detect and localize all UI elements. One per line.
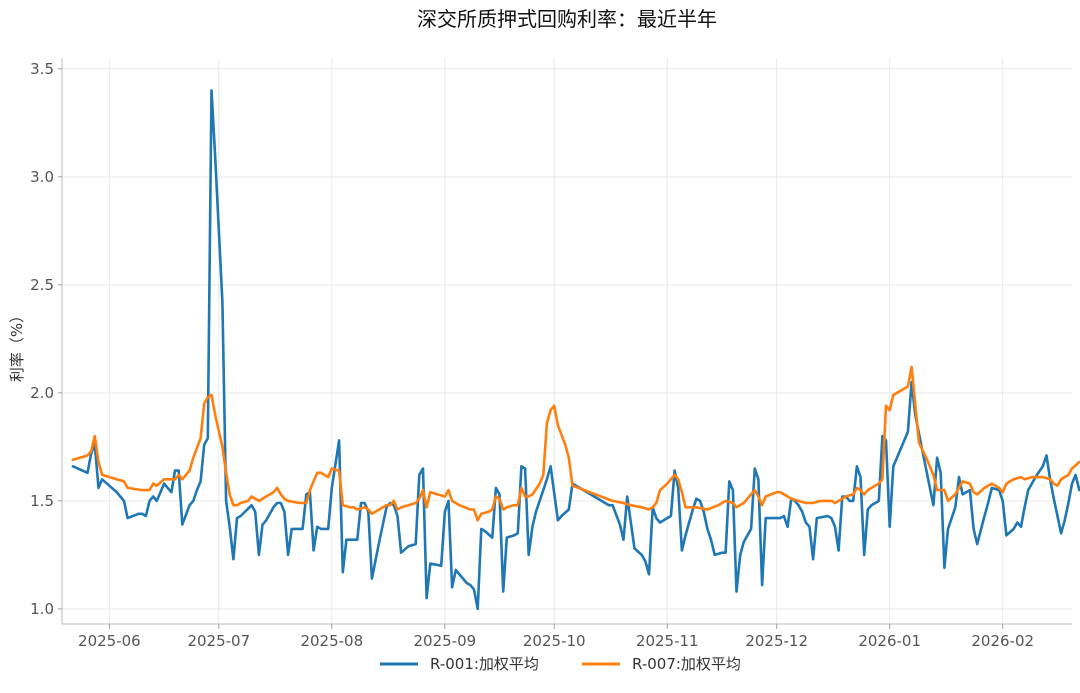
legend-label: R-001:加权平均 [430, 655, 539, 673]
x-tick-label: 2025-10 [523, 632, 586, 650]
x-tick-label: 2026-02 [971, 632, 1034, 650]
y-tick-label: 1.5 [30, 492, 54, 510]
x-ticks: 2025-06 2025-07 2025-08 2025-09 2025-10 2025-… [78, 624, 1034, 650]
series-line-r007 [71, 365, 1080, 522]
x-tick-label: 2026-01 [858, 632, 921, 650]
x-tick-label: 2025-12 [745, 632, 808, 650]
y-tick-label: 3.0 [30, 168, 54, 186]
x-tick-label: 2025-07 [187, 632, 250, 650]
legend-item-r007[interactable]: R-007:加权平均 [582, 655, 741, 673]
x-tick-label: 2025-09 [414, 632, 477, 650]
grid [62, 58, 1072, 624]
y-tick-label: 1.0 [30, 600, 54, 618]
series-line-r001 [71, 89, 1080, 611]
y-ticks: 1.0 1.5 2.0 2.5 3.0 3.5 [30, 60, 62, 618]
x-tick-label: 2025-06 [78, 632, 141, 650]
series [71, 89, 1080, 611]
y-tick-label: 2.5 [30, 276, 54, 294]
y-tick-label: 2.0 [30, 384, 54, 402]
chart-title: 深交所质押式回购利率：最近半年 [417, 7, 717, 31]
x-tick-label: 2025-08 [300, 632, 363, 650]
y-axis-label: 利率（%） [8, 308, 26, 382]
x-tick-label: 2025-11 [636, 632, 699, 650]
y-tick-label: 3.5 [30, 60, 54, 78]
legend[interactable]: R-001:加权平均 R-007:加权平均 [380, 655, 741, 673]
axes [61, 58, 1072, 625]
legend-item-r001[interactable]: R-001:加权平均 [380, 655, 539, 673]
legend-label: R-007:加权平均 [632, 655, 741, 673]
